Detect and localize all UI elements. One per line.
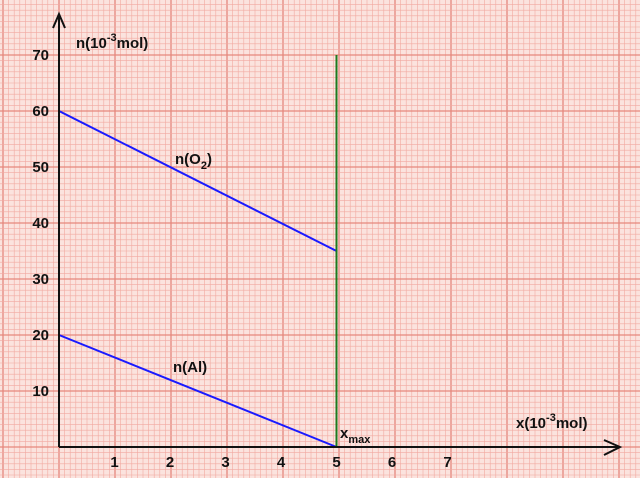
x-tick-label: 3 <box>221 454 229 471</box>
axes <box>52 11 623 456</box>
y-tick-label: 10 <box>32 383 49 400</box>
series-layer <box>58 55 338 448</box>
y-tick-label: 60 <box>32 103 49 120</box>
x-axis-arrow <box>603 439 623 456</box>
x-tick-label: 7 <box>443 454 451 471</box>
y-axis-label: n(10-3mol) <box>76 32 148 52</box>
y-tick-label: 20 <box>32 327 49 344</box>
tick-labels: 1 2 3 4 5 6 7 10 20 30 40 50 60 70 <box>32 47 451 471</box>
x-tick-label: 2 <box>166 454 174 471</box>
series-line-0 <box>58 110 337 252</box>
series-label-o2: n(O2) <box>175 151 212 172</box>
series-label-al: n(Al) <box>173 359 207 376</box>
x-tick-label: 5 <box>332 454 340 471</box>
x-tick-label: 6 <box>388 454 396 471</box>
y-tick-label: 30 <box>32 271 49 288</box>
y-tick-label: 50 <box>32 159 49 176</box>
x-tick-label: 4 <box>277 454 286 471</box>
y-axis-arrow <box>52 11 66 29</box>
x-tick-label: 1 <box>110 454 118 471</box>
y-tick-label: 40 <box>32 215 49 232</box>
x-axis-label: x(10-3mol) <box>516 412 587 432</box>
y-tick-label: 70 <box>32 47 49 64</box>
xmax-label: xmax <box>340 425 371 446</box>
series-line-1 <box>58 334 337 448</box>
